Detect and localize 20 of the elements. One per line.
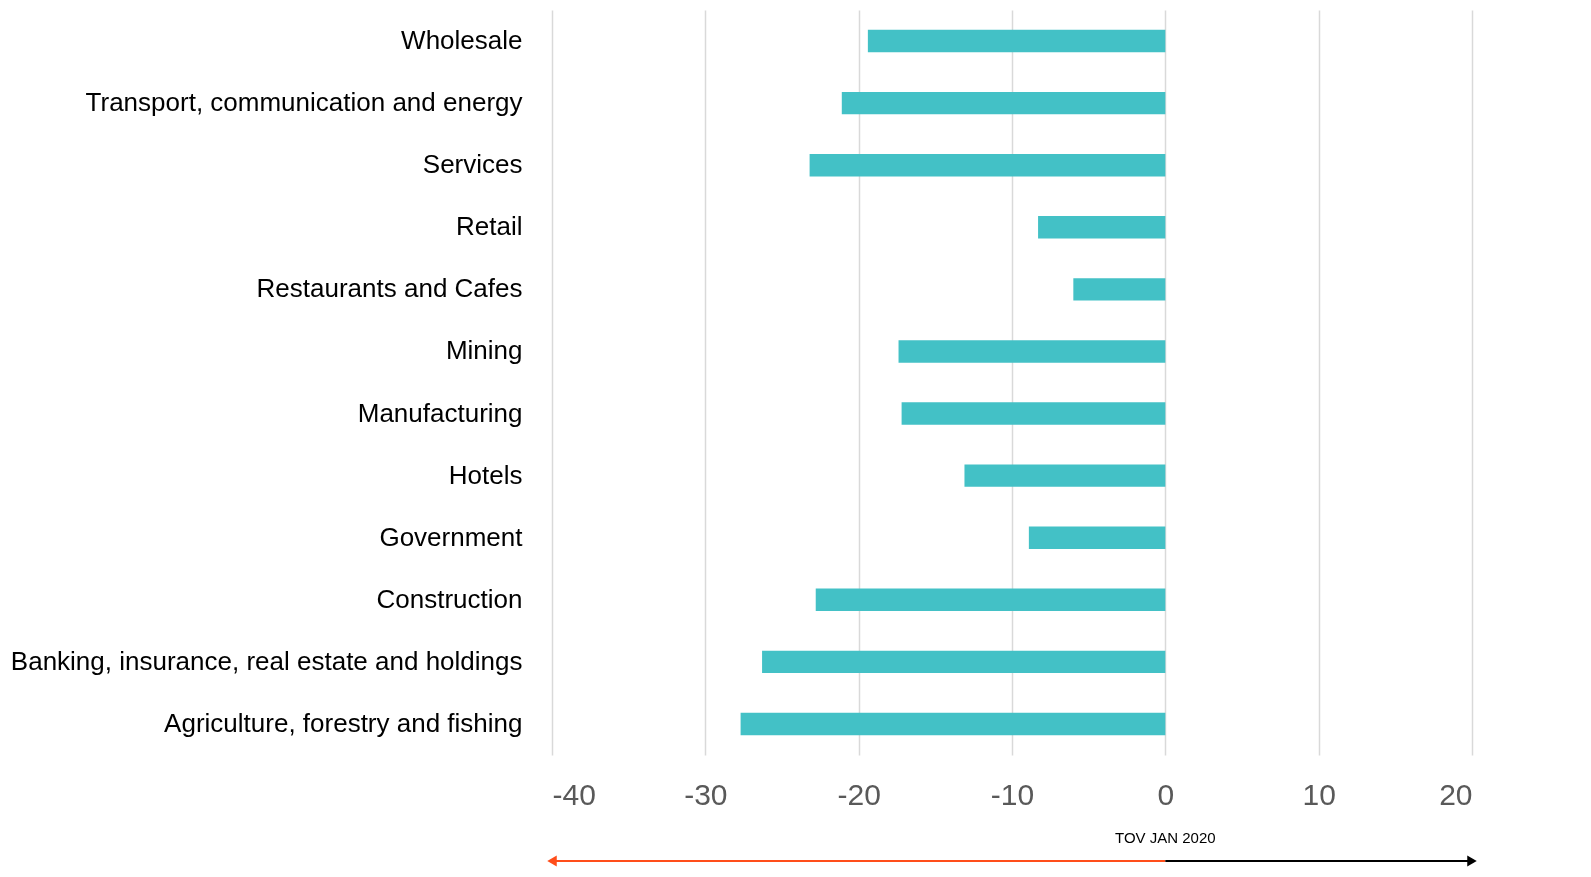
text: TOV JAN 2020 bbox=[1115, 829, 1216, 846]
y-tick-label: Government bbox=[379, 521, 524, 552]
y-tick-label: Restaurants and Cafes bbox=[256, 273, 523, 304]
y-tick-label: Mining bbox=[445, 335, 523, 366]
y-tick-label: Hotels bbox=[448, 459, 523, 490]
y-tick-label: Transport, communication and energy bbox=[85, 87, 523, 118]
x-tick-label: -10 bbox=[990, 777, 1035, 811]
y-tick-label: Banking, insurance, real estate and holdings bbox=[10, 645, 523, 676]
x-tick-label: -40 bbox=[552, 777, 596, 811]
x-tick-label: -30 bbox=[684, 777, 728, 811]
x-tick-label: -20 bbox=[837, 777, 881, 811]
y-tick-label: Manufacturing bbox=[357, 397, 523, 428]
y-tick-label: Agriculture, forestry and fishing bbox=[164, 707, 523, 738]
y-tick-label: Services bbox=[422, 149, 523, 180]
y-tick-label: Wholesale bbox=[401, 25, 523, 56]
x-tick-label: 0 bbox=[1157, 777, 1175, 811]
y-tick-label: Retail bbox=[456, 211, 523, 242]
x-tick-label: 20 bbox=[1439, 777, 1473, 811]
x-tick-label: 10 bbox=[1302, 777, 1336, 811]
y-tick-label: Construction bbox=[376, 583, 523, 614]
